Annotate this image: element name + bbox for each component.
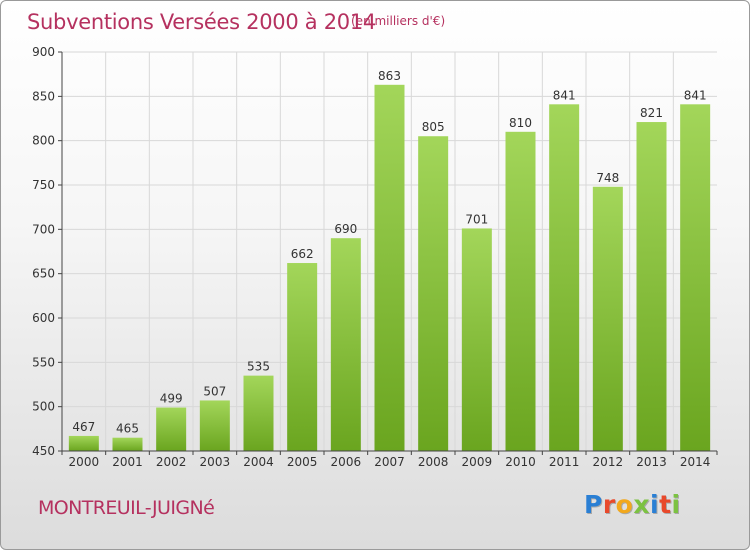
x-tick-label: 2005 <box>287 455 318 469</box>
commune-name: MONTREUIL-JUIGNé <box>38 497 215 519</box>
x-tick-label: 2001 <box>112 455 143 469</box>
x-tick-label: 2014 <box>680 455 711 469</box>
x-tick-label: 2000 <box>69 455 100 469</box>
bar-value-label: 662 <box>291 247 314 261</box>
bar-value-label: 841 <box>553 88 576 102</box>
x-tick-label: 2006 <box>331 455 362 469</box>
y-tick-label: 500 <box>32 400 55 414</box>
bar <box>374 84 405 451</box>
logo-letter: P <box>584 490 603 519</box>
bar-value-label: 465 <box>116 422 139 436</box>
proxiti-logo[interactable]: Proxiti <box>584 490 681 519</box>
logo-letter: r <box>602 490 616 519</box>
bar <box>549 104 580 452</box>
y-tick-label: 750 <box>32 178 55 192</box>
y-tick-label: 650 <box>32 267 55 281</box>
y-tick-label: 850 <box>32 89 55 103</box>
bar-value-label: 810 <box>509 116 532 130</box>
logo-letter: i <box>671 490 681 519</box>
x-tick-label: 2009 <box>462 455 493 469</box>
bar-value-label: 841 <box>684 88 707 102</box>
logo-letter: x <box>633 490 650 519</box>
y-tick-label: 600 <box>32 311 55 325</box>
axes: 450 500 550 600 650 700 750 800 850 900 2000 2001 20… <box>32 45 718 469</box>
bar <box>636 122 667 452</box>
bar <box>156 407 187 451</box>
x-tick-label: 2012 <box>593 455 624 469</box>
bar <box>112 437 143 451</box>
bar-value-label: 821 <box>640 106 663 120</box>
bar-value-label: 863 <box>378 69 401 83</box>
bar <box>199 400 230 451</box>
y-tick-label: 450 <box>32 444 55 458</box>
y-tick-label: 900 <box>32 45 55 59</box>
bar <box>418 136 449 451</box>
y-tick-label: 550 <box>32 355 55 369</box>
logo-letter: t <box>659 490 672 519</box>
y-tick-label: 700 <box>32 222 55 236</box>
bar-value-label: 701 <box>465 212 488 226</box>
x-tick-label: 2004 <box>243 455 274 469</box>
y-tick-label: 800 <box>32 134 55 148</box>
bar <box>592 186 623 452</box>
bar-value-label: 467 <box>72 420 95 434</box>
x-tick-label: 2013 <box>636 455 667 469</box>
x-tick-label: 2002 <box>156 455 187 469</box>
bar-value-label: 507 <box>203 384 226 398</box>
bar <box>505 131 536 452</box>
x-tick-label: 2011 <box>549 455 580 469</box>
bar-value-label: 805 <box>422 120 445 134</box>
bar-value-label: 499 <box>160 392 183 406</box>
bar <box>680 104 711 452</box>
bar <box>243 375 274 451</box>
bar-value-label: 690 <box>334 222 357 236</box>
chart-unit-label: (en milliers d'€) <box>351 14 446 28</box>
bars: 467 465 499 507 535 662 690 863 805 701 810 841 748 8… <box>68 69 711 452</box>
x-tick-label: 2007 <box>374 455 405 469</box>
bar-value-label: 535 <box>247 360 270 374</box>
bar-value-label: 748 <box>596 171 619 185</box>
logo-letter: o <box>615 490 634 519</box>
bar <box>287 263 318 451</box>
logo-letter: i <box>650 490 660 519</box>
x-tick-label: 2008 <box>418 455 449 469</box>
chart-title: Subventions Versées 2000 à 2014 <box>27 10 376 34</box>
bar <box>461 228 492 451</box>
x-tick-label: 2010 <box>505 455 536 469</box>
bar <box>68 435 99 451</box>
x-tick-label: 2003 <box>200 455 231 469</box>
bar <box>330 238 361 451</box>
